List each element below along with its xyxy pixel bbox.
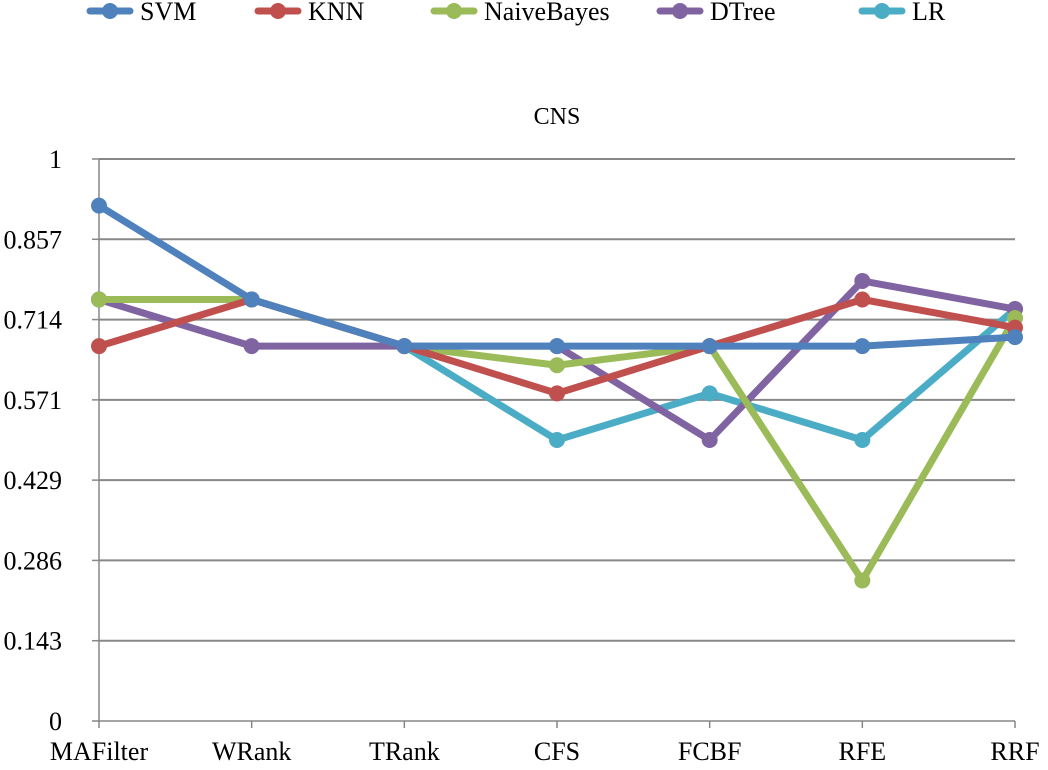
legend-label: SVM [140,0,196,26]
y-tick-label: 0.429 [4,466,63,495]
legend-swatch-marker [446,3,462,19]
data-point-naivebayes [91,291,107,308]
data-point-knn [549,385,565,402]
legend-item-svm: SVM [86,0,196,26]
legend-label: DTree [710,0,775,26]
x-axis-ticks: MAFilter WRank TRank CFS FCBF RFE RRF [50,721,1040,766]
y-tick-label: 0.571 [4,386,63,415]
x-tick-label: MAFilter [50,737,149,766]
data-point-dtree [854,272,871,289]
x-tick-label: RFE [838,737,886,766]
data-point-knn [91,338,107,355]
legend-swatch-marker [270,3,286,19]
legend-label: KNN [308,0,365,26]
y-tick-label: 1 [49,145,62,174]
legend-item-knn: KNN [254,0,365,26]
data-point-naivebayes [854,572,871,589]
data-point-lr [854,432,871,448]
data-point-svm [243,291,260,308]
legend: SVM KNN NaiveBayes DTree LR [86,0,946,26]
x-tick-label: WRank [212,737,291,766]
data-point-svm [854,338,871,355]
data-point-knn [854,291,871,308]
data-point-dtree [243,338,260,355]
data-point-svm [1007,329,1023,346]
data-point-lr [549,432,565,448]
y-tick-label: 0.286 [4,546,63,575]
legend-item-naivebayes: NaiveBayes [430,0,610,26]
chart-title: CNS [534,104,581,130]
y-axis-ticks: 0 0.143 0.286 0.429 0.571 0.714 0.857 1 [4,145,99,736]
data-point-naivebayes [549,357,565,374]
series-layer [91,197,1023,589]
legend-item-lr: LR [858,0,946,26]
data-point-svm [91,197,107,214]
y-tick-label: 0.143 [4,627,63,656]
data-point-svm [396,338,413,355]
legend-swatch-marker [874,3,890,19]
x-tick-label: RRF [990,737,1039,766]
legend-item-dtree: DTree [656,0,775,26]
data-point-lr [701,385,718,402]
data-point-svm [701,338,718,355]
y-tick-label: 0 [49,707,62,736]
x-tick-label: CFS [534,737,580,766]
legend-swatch-marker [672,3,688,19]
series-line-svm [95,202,1019,350]
legend-label: NaiveBayes [484,0,610,26]
data-point-dtree [701,432,718,448]
y-tick-label: 0.857 [4,225,63,254]
series-svm [91,197,1023,355]
legend-label: LR [912,0,946,26]
data-point-svm [549,338,565,355]
y-tick-label: 0.714 [4,306,63,335]
x-tick-label: FCBF [678,737,742,766]
x-tick-label: TRank [369,737,440,766]
legend-swatch-marker [102,3,118,19]
